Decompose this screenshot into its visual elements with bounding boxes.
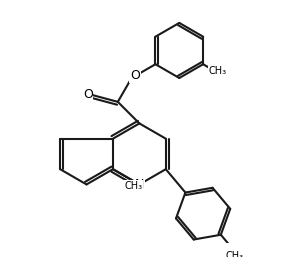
Text: N: N — [135, 178, 144, 191]
Text: O: O — [83, 88, 93, 101]
Text: CH₃: CH₃ — [225, 251, 243, 257]
Text: CH₃: CH₃ — [124, 181, 142, 191]
Text: O: O — [130, 69, 140, 82]
Text: CH₃: CH₃ — [208, 66, 226, 76]
